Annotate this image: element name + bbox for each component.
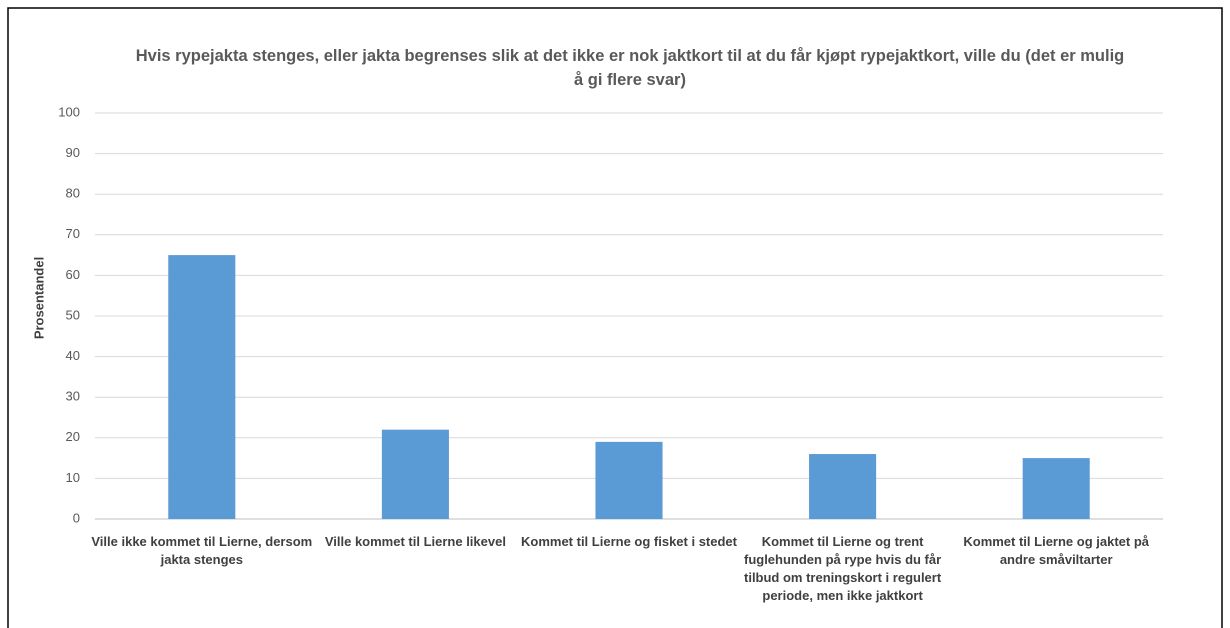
- y-tick-label: 50: [66, 307, 80, 322]
- x-tick-label: Kommet til Lierne og jaktet på andre små…: [963, 534, 1150, 567]
- bar: [595, 441, 663, 519]
- bar: [1022, 458, 1090, 519]
- y-tick-label: 80: [66, 186, 80, 201]
- y-tick-label: 90: [66, 145, 80, 160]
- bar: [809, 454, 877, 519]
- y-tick-label: 20: [66, 429, 80, 444]
- x-tick-label: Ville kommet til Lierne likevel: [324, 534, 506, 549]
- y-tick-label: 100: [58, 104, 80, 119]
- bar: [168, 255, 236, 519]
- bar: [381, 429, 449, 519]
- y-tick-label: 30: [66, 389, 80, 404]
- y-axis-label: Prosentandel: [31, 257, 46, 339]
- y-tick-label: 70: [66, 226, 80, 241]
- chart-border: [7, 7, 1223, 628]
- x-tick-label: Kommet til Lierne og trent fuglehunden p…: [743, 534, 942, 603]
- y-tick-label: 0: [73, 510, 80, 525]
- chart-title: Hvis rypejakta stenges, eller jakta begr…: [135, 47, 1125, 89]
- y-tick-label: 10: [66, 470, 80, 485]
- y-tick-label: 40: [66, 348, 80, 363]
- x-tick-label: Kommet til Lierne og fisket i stedet: [521, 534, 737, 549]
- x-tick-label: Ville ikke kommet til Lierne, dersom jak…: [91, 534, 313, 567]
- y-tick-label: 60: [66, 267, 80, 282]
